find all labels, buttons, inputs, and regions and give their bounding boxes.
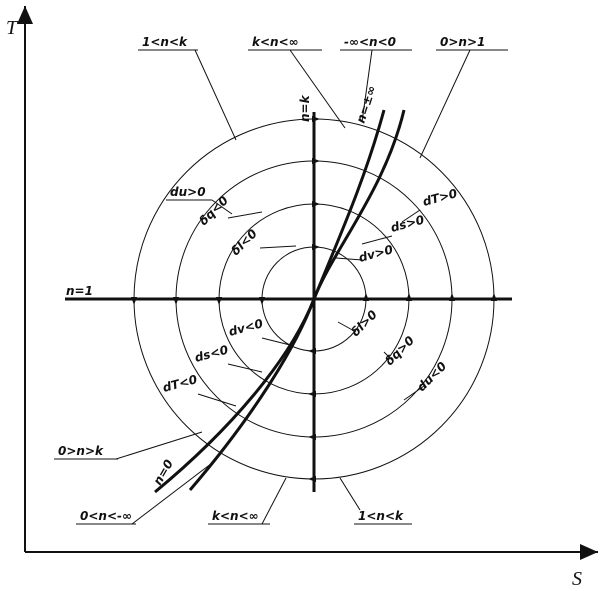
leader-line: [261, 337, 291, 346]
arrowhead: [308, 434, 316, 440]
arrowhead: [491, 293, 497, 301]
s-axis-label: S: [572, 568, 582, 590]
arrowhead: [449, 293, 455, 301]
leader-line: [383, 351, 393, 361]
leader-line: [197, 393, 237, 407]
leader-line: [419, 49, 471, 159]
leader-line: [211, 199, 233, 215]
leader-line: [289, 49, 346, 129]
leader-line: [335, 257, 363, 261]
label: 1<n<k: [358, 509, 404, 523]
arrowhead: [312, 158, 320, 164]
label: ds<0: [193, 343, 230, 365]
label: du>0: [170, 185, 206, 199]
label: dv<0: [227, 316, 264, 339]
leader-line: [259, 245, 297, 249]
arrowhead: [308, 348, 316, 354]
label: k<n<∞: [212, 509, 259, 523]
label: ds>0: [389, 213, 426, 235]
leader-line: [403, 385, 425, 401]
label: n=±∞: [354, 84, 379, 125]
label: n=k: [298, 94, 312, 122]
arrowhead: [312, 244, 320, 250]
leader-line: [115, 431, 203, 460]
leader-line: [339, 477, 361, 511]
arrowhead: [312, 116, 320, 122]
label: -∞<n<0: [344, 35, 396, 49]
leader-line: [361, 235, 393, 245]
t-axis-label: T: [6, 17, 19, 39]
label: δl>0: [348, 307, 380, 339]
label: δq>0: [382, 333, 417, 368]
label: n=1: [66, 284, 93, 298]
label: dT<0: [161, 372, 199, 395]
arrowhead: [406, 293, 412, 301]
leader-line: [261, 477, 287, 525]
arrows: [131, 116, 497, 482]
leader-line: [337, 321, 357, 333]
label: dv>0: [357, 242, 394, 265]
leader-line: [131, 459, 217, 525]
leader-line: [361, 49, 373, 123]
isobar-curve: [188, 109, 406, 491]
arrowhead: [363, 293, 369, 301]
arrowhead: [173, 297, 179, 305]
label: 0>n>1: [440, 35, 485, 49]
isochore-curve: [154, 109, 386, 494]
label: 0<n<-∞: [80, 509, 132, 523]
leader-line: [227, 363, 263, 373]
arrowhead: [216, 297, 222, 305]
arrowhead: [259, 297, 265, 305]
label: dT>0: [421, 186, 459, 209]
label: 0>n>k: [58, 444, 104, 458]
labels: 1<n<k k<n<∞ -∞<n<0 0>n>1n=k n=±∞n=1du>0δq<0δ…: [54, 35, 508, 525]
arrowhead: [308, 391, 316, 397]
label: 1<n<k: [142, 35, 188, 49]
leader-line: [194, 49, 237, 141]
arrowhead: [312, 201, 320, 207]
leader-line: [401, 209, 421, 223]
leader-line: [227, 211, 263, 219]
label: k<n<∞: [252, 35, 299, 49]
label: δl<0: [228, 226, 260, 258]
arrowhead: [308, 476, 316, 482]
label: n=0: [150, 457, 176, 487]
arrowhead: [131, 297, 137, 305]
